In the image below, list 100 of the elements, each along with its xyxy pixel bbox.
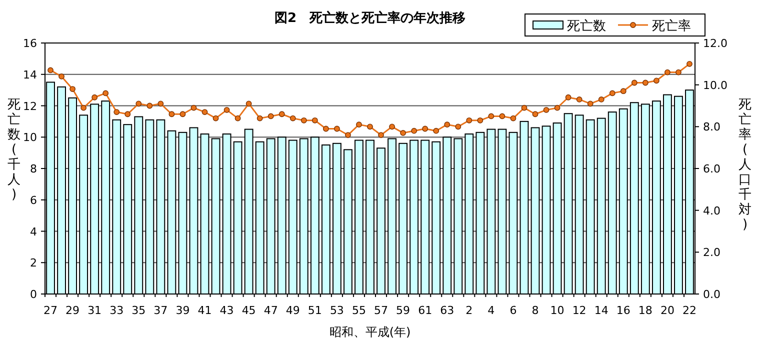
x-tick-label: 63	[440, 304, 454, 317]
point	[565, 94, 572, 100]
x-tick-label: 53	[330, 304, 344, 317]
x-tick-label: 57	[374, 304, 388, 317]
point	[444, 122, 450, 128]
x-tick-label: 6	[510, 304, 517, 317]
x-tick-label: 55	[352, 304, 366, 317]
point	[532, 111, 538, 118]
x-tick-label: 2	[466, 304, 473, 317]
legend-label: 死亡率	[652, 18, 691, 34]
point	[367, 124, 373, 130]
point	[466, 117, 472, 124]
point	[642, 80, 648, 86]
x-tick-label: 16	[616, 304, 630, 317]
point	[146, 102, 153, 109]
point	[664, 69, 670, 76]
x-tick-label: 27	[44, 304, 58, 317]
y-tick-label: 14	[23, 68, 37, 82]
x-tick-label: 12	[572, 304, 586, 317]
point	[499, 113, 506, 120]
point	[477, 117, 484, 124]
point	[631, 80, 638, 86]
x-tick-label: 20	[660, 304, 674, 317]
y-tick-label: 8	[30, 162, 37, 176]
point	[224, 106, 230, 113]
point	[676, 69, 682, 76]
y-tick-label: 10	[23, 131, 37, 144]
y2-tick-label: 0.0	[703, 288, 720, 301]
point	[686, 60, 692, 67]
point	[389, 124, 395, 130]
y-tick-label: 2	[30, 256, 37, 270]
point	[256, 115, 263, 122]
point	[653, 78, 660, 84]
point	[70, 86, 76, 92]
point	[92, 94, 98, 100]
point	[543, 106, 550, 113]
x-tick-label: 31	[88, 304, 102, 317]
x-tick-label: 22	[682, 304, 696, 317]
x-tick-label: 29	[66, 304, 80, 317]
point	[158, 100, 164, 107]
point	[433, 128, 440, 134]
y-tick-label: 12	[23, 100, 37, 113]
x-tick-label: 51	[308, 304, 322, 317]
point	[212, 115, 219, 122]
x-tick-label: 59	[396, 304, 410, 317]
x-tick-label: 61	[418, 304, 432, 317]
point	[190, 104, 197, 111]
legend-label: 死亡数	[567, 18, 606, 34]
point	[180, 111, 186, 118]
x-tick-label: 8	[532, 304, 539, 317]
point	[334, 126, 340, 132]
y2-tick-label: 6.0	[703, 162, 720, 176]
x-tick-label: 47	[264, 304, 278, 317]
x-tick-label: 43	[220, 304, 234, 317]
point	[268, 113, 274, 120]
point	[278, 111, 285, 118]
point	[246, 100, 252, 107]
point	[322, 126, 329, 132]
point	[422, 126, 428, 132]
point	[290, 115, 296, 122]
point	[510, 115, 516, 122]
x-tick-label: 14	[594, 304, 608, 317]
x-tick-label: 35	[132, 304, 146, 317]
point	[136, 100, 142, 107]
x-tick-label: 4	[488, 304, 495, 317]
y-tick-label: 4	[30, 225, 37, 238]
point	[455, 124, 462, 130]
x-tick-label: 45	[242, 304, 256, 317]
x-axis-title: 昭和、平成(年)	[329, 325, 411, 339]
y2-tick-label: 8.0	[703, 120, 720, 134]
chart-title: 図2 死亡数と死亡率の年次推移	[274, 10, 466, 26]
y2-tick-label: 10.0	[703, 78, 728, 92]
y2-tick-label: 2.0	[703, 246, 720, 260]
y-axis-title: 死亡数(千人)	[8, 98, 20, 202]
y-tick-label: 16	[23, 37, 37, 50]
point	[521, 104, 528, 111]
x-tick-label: 18	[638, 304, 652, 317]
point	[609, 90, 616, 96]
point	[202, 109, 208, 115]
y-tick-label: 0	[30, 288, 37, 301]
point	[576, 96, 582, 102]
point	[356, 122, 362, 128]
point	[234, 115, 241, 122]
y2-tick-label: 12.0	[703, 37, 728, 50]
point	[312, 117, 318, 124]
point	[48, 67, 54, 74]
point	[58, 74, 64, 80]
point	[80, 104, 87, 111]
x-tick-label: 41	[198, 304, 212, 317]
point	[124, 111, 131, 118]
point	[114, 109, 120, 115]
y-tick-label: 6	[30, 194, 37, 207]
point	[300, 117, 307, 124]
point	[488, 113, 494, 120]
point	[411, 128, 418, 134]
y2-tick-label: 4.0	[703, 204, 720, 218]
point	[598, 96, 604, 102]
x-tick-label: 49	[286, 304, 300, 317]
point	[102, 90, 109, 96]
point	[345, 132, 351, 138]
